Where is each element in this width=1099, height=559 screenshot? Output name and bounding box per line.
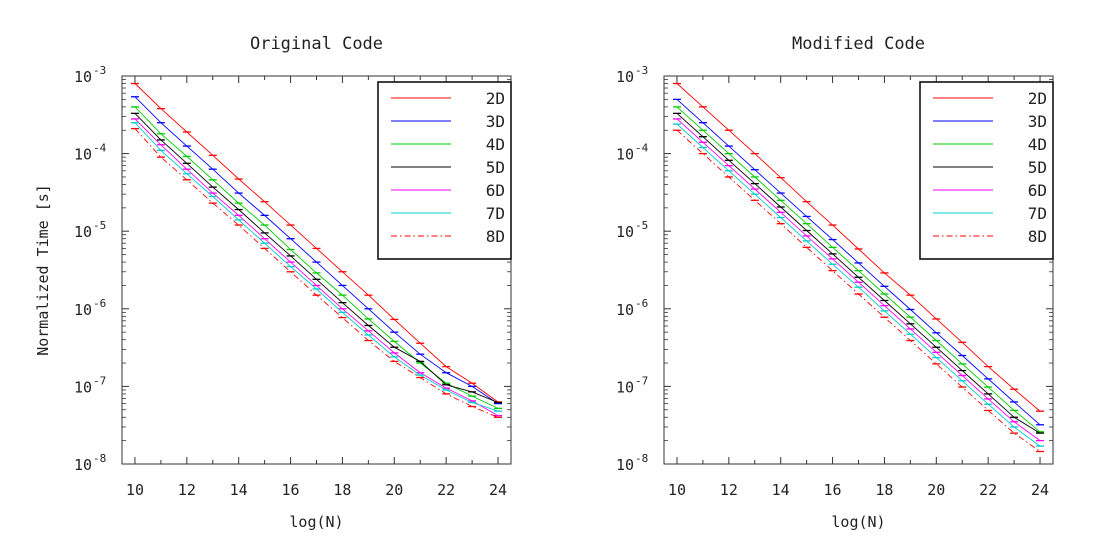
y-tick-exponent: -3 (93, 64, 106, 77)
legend-label-7d: 7D (1028, 204, 1047, 223)
legend-label-7d: 7D (486, 204, 505, 223)
legend-label-6d: 6D (486, 181, 505, 200)
legend-item-8d: 8D (391, 227, 505, 246)
y-tick-label: 10 (74, 68, 92, 86)
legend-label-6d: 6D (1028, 181, 1047, 200)
legend-label-4d: 4D (1028, 135, 1047, 154)
x-tick-label: 12 (720, 481, 738, 499)
legend-label-3d: 3D (486, 112, 505, 131)
legend-item-5d: 5D (391, 158, 505, 177)
x-tick-label: 20 (385, 481, 403, 499)
x-tick-label: 10 (126, 481, 144, 499)
y-tick-label: 10 (616, 146, 634, 164)
legend-item-5d: 5D (933, 158, 1047, 177)
legend-item-8d: 8D (933, 227, 1047, 246)
x-tick-label: 14 (230, 481, 248, 499)
y-tick-exponent: -4 (93, 142, 107, 155)
legend-label-8d: 8D (1028, 227, 1047, 246)
y-tick-label: 10 (616, 223, 634, 241)
y-tick-label: 10 (616, 456, 634, 474)
y-tick-label: 10 (616, 68, 634, 86)
series-7d (672, 123, 1045, 447)
y-tick-exponent: -4 (635, 142, 649, 155)
series-6d (672, 118, 1045, 442)
legend-item-7d: 7D (391, 204, 505, 223)
series-3d (672, 98, 1045, 426)
y-tick-label: 10 (74, 378, 92, 396)
legend-item-3d: 3D (933, 112, 1047, 131)
series-5d (130, 112, 503, 404)
y-tick-exponent: -8 (93, 452, 106, 465)
legend-label-2d: 2D (1028, 89, 1047, 108)
series-2d (672, 82, 1045, 412)
x-tick-label: 18 (333, 481, 351, 499)
series-8d (672, 129, 1045, 453)
legend-item-4d: 4D (391, 135, 505, 154)
series-5d (672, 112, 1045, 434)
y-tick-exponent: -7 (93, 374, 106, 387)
x-tick-label: 20 (927, 481, 945, 499)
y-tick-exponent: -8 (635, 452, 648, 465)
x-tick-label: 14 (772, 481, 790, 499)
legend-box (377, 81, 512, 260)
legend-item-2d: 2D (933, 89, 1047, 108)
x-tick-label: 22 (437, 481, 455, 499)
y-axis-label: Normalized Time [s] (34, 184, 52, 356)
legend-label-5d: 5D (486, 158, 505, 177)
y-tick-exponent: -3 (635, 64, 648, 77)
x-tick-label: 18 (875, 481, 893, 499)
y-tick-label: 10 (74, 146, 92, 164)
y-tick-exponent: -6 (635, 297, 648, 310)
y-tick-label: 10 (616, 378, 634, 396)
legend-item-3d: 3D (391, 112, 505, 131)
legend-label-3d: 3D (1028, 112, 1047, 131)
x-axis-label: log(N) (831, 513, 885, 531)
series-4d (672, 106, 1045, 433)
x-tick-label: 24 (1031, 481, 1049, 499)
legend-item-4d: 4D (933, 135, 1047, 154)
series-8d (130, 127, 503, 418)
chart-title: Original Code (250, 34, 383, 54)
y-tick-exponent: -5 (93, 219, 106, 232)
x-tick-label: 10 (668, 481, 686, 499)
series-3d (130, 96, 503, 405)
x-tick-label: 12 (178, 481, 196, 499)
x-tick-label: 16 (282, 481, 300, 499)
x-axis-label: log(N) (289, 513, 343, 531)
legend-label-5d: 5D (1028, 158, 1047, 177)
legend-label-8d: 8D (486, 227, 505, 246)
x-tick-label: 16 (824, 481, 842, 499)
legend-label-2d: 2D (486, 89, 505, 108)
x-tick-label: 22 (979, 481, 997, 499)
y-tick-label: 10 (616, 301, 634, 319)
legend-box (919, 81, 1054, 260)
y-tick-exponent: -6 (93, 297, 106, 310)
y-tick-label: 10 (74, 456, 92, 474)
legend-item-7d: 7D (933, 204, 1047, 223)
x-tick-label: 24 (489, 481, 507, 499)
y-tick-label: 10 (74, 301, 92, 319)
y-tick-exponent: -7 (635, 374, 648, 387)
legend: 2D 3D 4D 5D 6D 7D 8D (919, 81, 1054, 260)
y-tick-label: 10 (74, 223, 92, 241)
chart-title: Modified Code (792, 34, 925, 54)
y-tick-exponent: -5 (635, 219, 648, 232)
legend-label-4d: 4D (486, 135, 505, 154)
legend-item-6d: 6D (933, 181, 1047, 200)
series-7d (130, 122, 503, 412)
legend-item-2d: 2D (391, 89, 505, 108)
legend: 2D 3D 4D 5D 6D 7D 8D (377, 81, 512, 260)
legend-item-6d: 6D (391, 181, 505, 200)
